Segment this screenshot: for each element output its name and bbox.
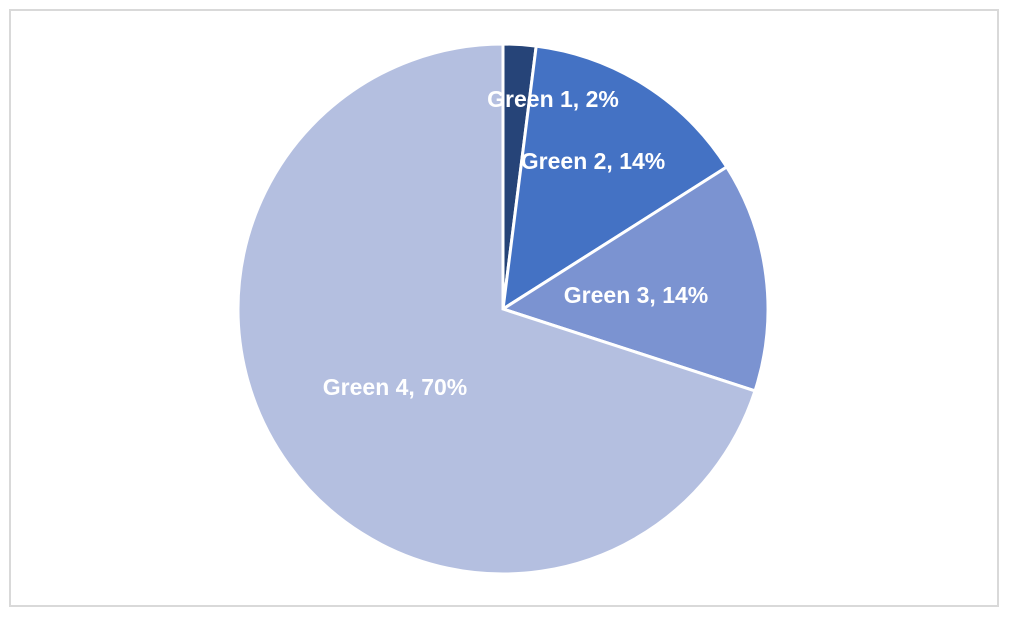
data-label: Green 3, 14% [564, 282, 708, 308]
data-label: Green 1, 2% [487, 86, 619, 112]
pie-slice [236, 42, 757, 576]
pie-slice [499, 164, 770, 393]
data-label: Green 4, 70% [323, 374, 467, 400]
data-label: Green 2, 14% [521, 148, 665, 174]
pie-slice [501, 44, 729, 312]
